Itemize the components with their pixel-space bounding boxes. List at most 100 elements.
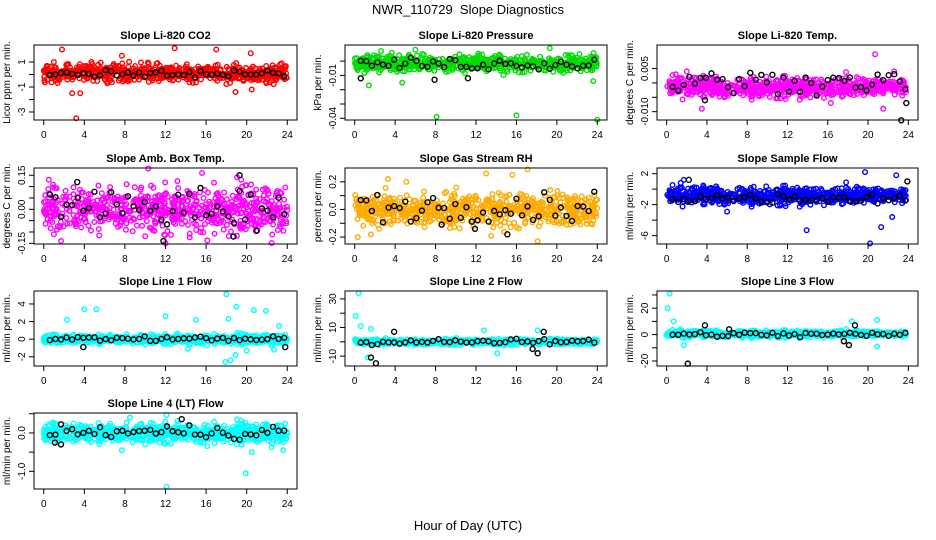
x-tick-label: 4 [82,130,88,141]
data-point [281,196,288,203]
data-point [217,196,224,203]
data-point [843,179,850,186]
y-tick-label: 2 [640,170,651,176]
x-tick-label: 12 [782,254,794,265]
reference-point [774,90,782,98]
data-point [210,179,217,186]
data-point [208,213,215,220]
data-point [265,201,272,208]
x-tick-label: 4 [392,254,398,265]
data-point [554,188,561,195]
reference-point [85,204,93,212]
data-point [107,64,114,71]
data-points [40,45,290,122]
reference-point [769,71,776,79]
data-point [44,63,51,70]
data-point [563,67,570,74]
reference-point [429,194,437,202]
outlier-point [247,50,254,57]
reference-point [541,60,548,67]
reference-point [281,210,288,218]
reference-point [807,79,815,87]
outlier-point [354,234,361,241]
data-point [488,55,495,62]
data-point [405,60,412,67]
x-tick-label: 20 [241,130,253,141]
data-point [95,182,102,189]
data-point [161,191,168,198]
data-point [523,51,530,58]
reference-point [758,71,765,79]
data-point [204,237,211,244]
reference-point [119,209,126,217]
data-point [139,222,146,229]
data-point [184,222,191,229]
data-point [61,196,68,203]
data-point [421,188,428,195]
reference-point [186,68,193,76]
reference-point [902,86,909,93]
data-point [246,212,253,219]
data-point [123,220,130,227]
data-point [209,219,216,226]
reference-point [724,83,732,91]
reference-point [904,178,911,185]
data-point [275,212,282,219]
data-point [137,59,144,66]
data-point [221,189,228,196]
data-point [503,198,510,205]
x-tick-label: 24 [903,254,915,265]
data-point [126,58,133,65]
data-point [79,189,86,196]
data-point [273,189,280,196]
data-point [142,233,149,240]
data-point [168,231,175,238]
reference-point [701,96,709,104]
reference-point [374,59,381,66]
data-point [267,218,274,225]
data-point [229,192,236,199]
outlier-point [878,224,885,231]
data-point [512,56,519,63]
data-point [214,61,221,68]
data-point [497,222,504,229]
panel-title: Slope Sample Flow [737,153,838,165]
y-tick-label: 0.2 [328,174,339,188]
panel-3: Slope Li-820 Temp.degrees C per min.0 4 8 1… [625,30,919,141]
data-point [521,68,528,75]
outlier-point [680,176,687,183]
data-point [210,65,217,72]
outlier-point [872,51,879,58]
reference-point [180,209,187,216]
y-tick-label: -1 [17,82,28,91]
x-tick-label: 12 [782,130,794,141]
data-point [52,64,59,71]
y-axis-label: degrees C per min. [625,40,636,125]
reference-point [281,73,288,80]
reference-point [57,213,65,221]
data-point [176,216,183,223]
reference-point [824,76,831,84]
data-point [193,221,200,228]
data-point [888,84,895,91]
data-point [187,209,194,216]
reference-point [446,55,453,63]
figure-title: NWR_110729 Slope Diagnostics [372,2,564,17]
data-point [122,226,129,233]
data-point [115,223,122,230]
data-point [397,215,404,222]
data-point [563,221,570,228]
data-point [202,205,209,212]
outlier-point [509,171,516,178]
data-point [889,78,896,85]
data-point [838,81,845,88]
reference-point [368,62,376,69]
reference-point [518,64,526,71]
x-tick-label: 0 [41,254,47,265]
data-point [766,93,773,100]
data-point [782,95,789,102]
data-point [721,92,728,99]
data-point [171,194,178,201]
outlier-point [698,105,705,112]
